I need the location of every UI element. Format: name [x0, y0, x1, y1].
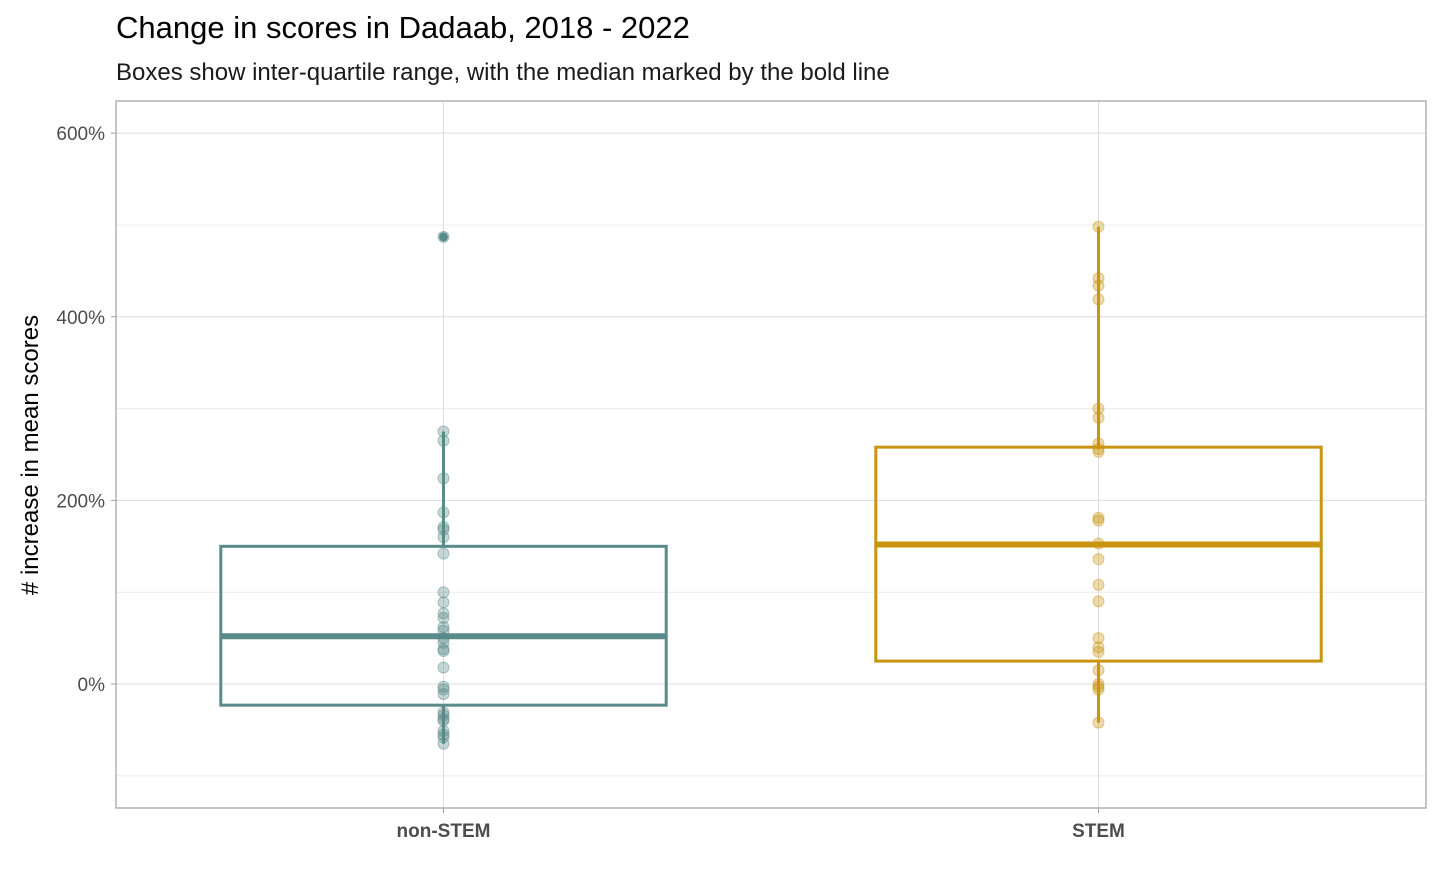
data-point	[1092, 411, 1105, 424]
data-point	[437, 506, 450, 519]
data-point	[1092, 293, 1105, 306]
x-tick-label: non-STEM	[397, 821, 491, 842]
data-point	[1092, 402, 1105, 415]
data-point	[1092, 553, 1105, 566]
y-tick-label: 200%	[56, 491, 105, 512]
data-point	[1092, 645, 1105, 658]
panel-border	[115, 100, 1427, 809]
data-point	[1092, 641, 1105, 654]
data-point	[1092, 514, 1105, 527]
data-point	[437, 643, 450, 656]
data-point	[437, 737, 450, 750]
data-point	[437, 632, 450, 645]
data-point	[437, 688, 450, 701]
y-axis-label: # increase in mean scores	[17, 315, 44, 595]
data-point	[437, 607, 450, 620]
data-point	[1092, 537, 1105, 550]
data-point	[437, 661, 450, 674]
chart-title: Change in scores in Dadaab, 2018 - 2022	[116, 10, 690, 45]
data-point	[437, 644, 450, 657]
data-point	[437, 680, 450, 693]
data-point	[437, 611, 450, 624]
data-point	[1092, 445, 1105, 458]
data-point	[437, 621, 450, 634]
data-point	[437, 586, 450, 599]
y-tick-label: 400%	[56, 308, 105, 329]
data-point	[437, 709, 450, 722]
data-point	[437, 523, 450, 536]
data-point	[437, 596, 450, 609]
iqr-box	[219, 544, 668, 707]
data-point	[437, 624, 450, 637]
data-point	[1092, 632, 1105, 645]
data-point	[1092, 279, 1105, 292]
data-point	[1092, 220, 1105, 233]
y-tick-label: 600%	[56, 124, 105, 145]
data-point	[437, 434, 450, 447]
box-group-stem	[874, 220, 1323, 729]
data-point	[437, 706, 450, 719]
data-point	[1092, 683, 1105, 696]
plot-area: 0% 200% 400% 600% non-STEM STEM	[56, 100, 1427, 842]
data-point	[437, 547, 450, 560]
data-point	[1092, 511, 1105, 524]
data-point	[1092, 664, 1105, 677]
data-point	[1092, 578, 1105, 591]
data-point	[1092, 680, 1105, 693]
data-point	[437, 531, 450, 544]
box-group-non-stem	[219, 230, 668, 750]
data-point	[1092, 716, 1105, 729]
data-point	[1092, 678, 1105, 691]
data-point	[437, 731, 450, 744]
data-point	[437, 712, 450, 725]
data-point	[437, 425, 450, 438]
x-tick-label: STEM	[1072, 821, 1125, 842]
data-point	[437, 230, 450, 243]
data-point	[437, 521, 450, 534]
data-point	[1092, 272, 1105, 285]
data-point	[437, 714, 450, 727]
y-tick-label: 0%	[78, 675, 106, 696]
chart-subtitle: Boxes show inter-quartile range, with th…	[116, 59, 890, 86]
outlier-point	[439, 232, 448, 242]
data-point	[437, 724, 450, 737]
data-point	[1092, 437, 1105, 450]
iqr-box	[874, 445, 1323, 663]
data-point	[437, 728, 450, 741]
data-point	[1092, 595, 1105, 608]
data-point	[437, 636, 450, 649]
data-point	[1092, 442, 1105, 455]
data-point	[437, 683, 450, 696]
data-point	[437, 472, 450, 485]
